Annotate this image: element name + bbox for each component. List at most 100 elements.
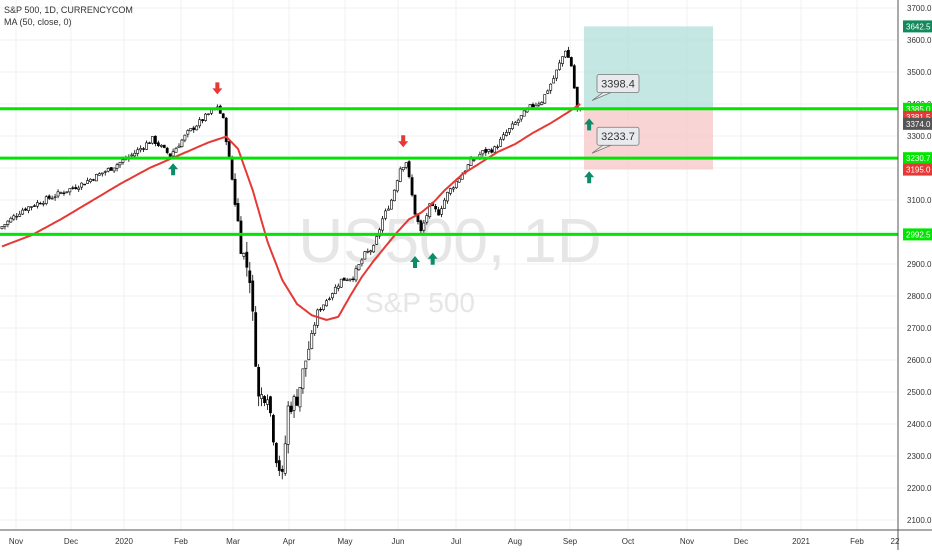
candle-body [496, 146, 500, 148]
candle-body [569, 57, 573, 67]
candle-body [443, 199, 446, 209]
candle-body [487, 149, 491, 152]
candle-body [142, 148, 146, 150]
down-arrow-icon [398, 135, 409, 148]
candle-body [242, 253, 246, 257]
x-tick-label: 22 [891, 537, 900, 546]
candle-body [283, 443, 287, 474]
candle-body [168, 153, 172, 157]
candle-body [401, 166, 405, 171]
candle-body [434, 205, 438, 210]
price-scale-bg [898, 0, 932, 550]
candle-body [189, 128, 193, 132]
candle-body [112, 167, 116, 172]
candle-body [404, 162, 408, 168]
candle-body [564, 50, 567, 58]
legend-indicator[interactable]: MA (50, close, 0) [4, 17, 72, 27]
x-tick-label: Feb [850, 537, 864, 546]
candle-body [192, 127, 196, 130]
legend-symbol[interactable]: S&P 500, 1D, CURRENCYCOM [4, 5, 133, 15]
candle-body [260, 394, 264, 399]
candle-body [522, 110, 526, 117]
candle-body [100, 172, 104, 175]
candle-body [156, 142, 160, 146]
candle-body [546, 90, 550, 94]
candle-body [493, 146, 497, 153]
candle-body [133, 152, 137, 157]
legend: S&P 500, 1D, CURRENCYCOM MA (50, close, … [4, 4, 133, 28]
candle-body [307, 348, 311, 360]
callouts[interactable]: 3398.4 3233.7 [591, 74, 640, 154]
candle-body [510, 123, 514, 129]
candle-body [448, 188, 452, 194]
candle-body [472, 159, 476, 161]
candle-body [351, 278, 355, 280]
candle-body [537, 103, 541, 106]
candle-body [139, 148, 143, 151]
up-arrow-icon [410, 256, 420, 268]
candle-body [201, 119, 205, 122]
candle-body [425, 215, 429, 223]
candle-body [558, 62, 561, 70]
price-tag [903, 228, 932, 241]
x-tick-label: Apr [283, 537, 296, 546]
up-arrow-icon [427, 252, 438, 265]
candle-body [357, 264, 361, 271]
candle-body [239, 220, 243, 254]
candle-body [387, 208, 390, 211]
candle-body [298, 387, 302, 408]
candle-body [325, 300, 328, 307]
candle-body [313, 324, 317, 334]
candle-body [86, 180, 89, 184]
y-tick-label: 3100.0 [907, 196, 932, 205]
candle-body [519, 115, 523, 120]
candle-body [286, 405, 290, 445]
candle-body [348, 278, 352, 281]
price-tag-label: 3642.5 [906, 22, 931, 31]
x-tick-label: 2021 [792, 537, 810, 546]
candle-body [363, 251, 367, 260]
candle-body [407, 161, 411, 178]
candle-body [245, 251, 249, 268]
candle-body [227, 141, 231, 157]
candle-body [543, 94, 547, 104]
horizontal-levels[interactable] [0, 107, 898, 236]
price-tag-label: 3385.0 [906, 105, 931, 114]
candle-body [15, 215, 19, 218]
arrows [168, 82, 595, 268]
candle-body [27, 206, 30, 211]
candle-body [561, 56, 564, 64]
candle-body [266, 399, 269, 405]
candle-body [103, 171, 107, 173]
candle-body [186, 130, 190, 135]
y-tick-label: 2500.0 [907, 388, 932, 397]
y-tick-label: 3300.0 [907, 132, 932, 141]
candle-body [80, 182, 84, 188]
candle-body [328, 298, 331, 300]
callout-box [596, 74, 640, 93]
candle-body [230, 157, 234, 180]
candle-body [446, 191, 449, 202]
price-tag-label: 3374.0 [906, 120, 931, 129]
candle-body [499, 138, 502, 147]
candle-body [339, 278, 343, 288]
candle-body [531, 104, 535, 108]
candle-body [162, 144, 166, 148]
candle-body [507, 128, 511, 133]
candle-body [77, 187, 81, 190]
candle-body [440, 208, 443, 215]
candle-body [0, 226, 4, 229]
candle-body [65, 191, 69, 193]
watermark-ticker: US500, 1D [298, 207, 601, 276]
candle-body [422, 222, 426, 231]
candle-body [457, 178, 461, 183]
x-tick-label: 2020 [115, 537, 133, 546]
candle-body [198, 119, 202, 127]
candle-body [53, 196, 57, 198]
candle-body [154, 135, 157, 144]
price-tag [903, 20, 932, 33]
ma-line [1, 103, 581, 322]
